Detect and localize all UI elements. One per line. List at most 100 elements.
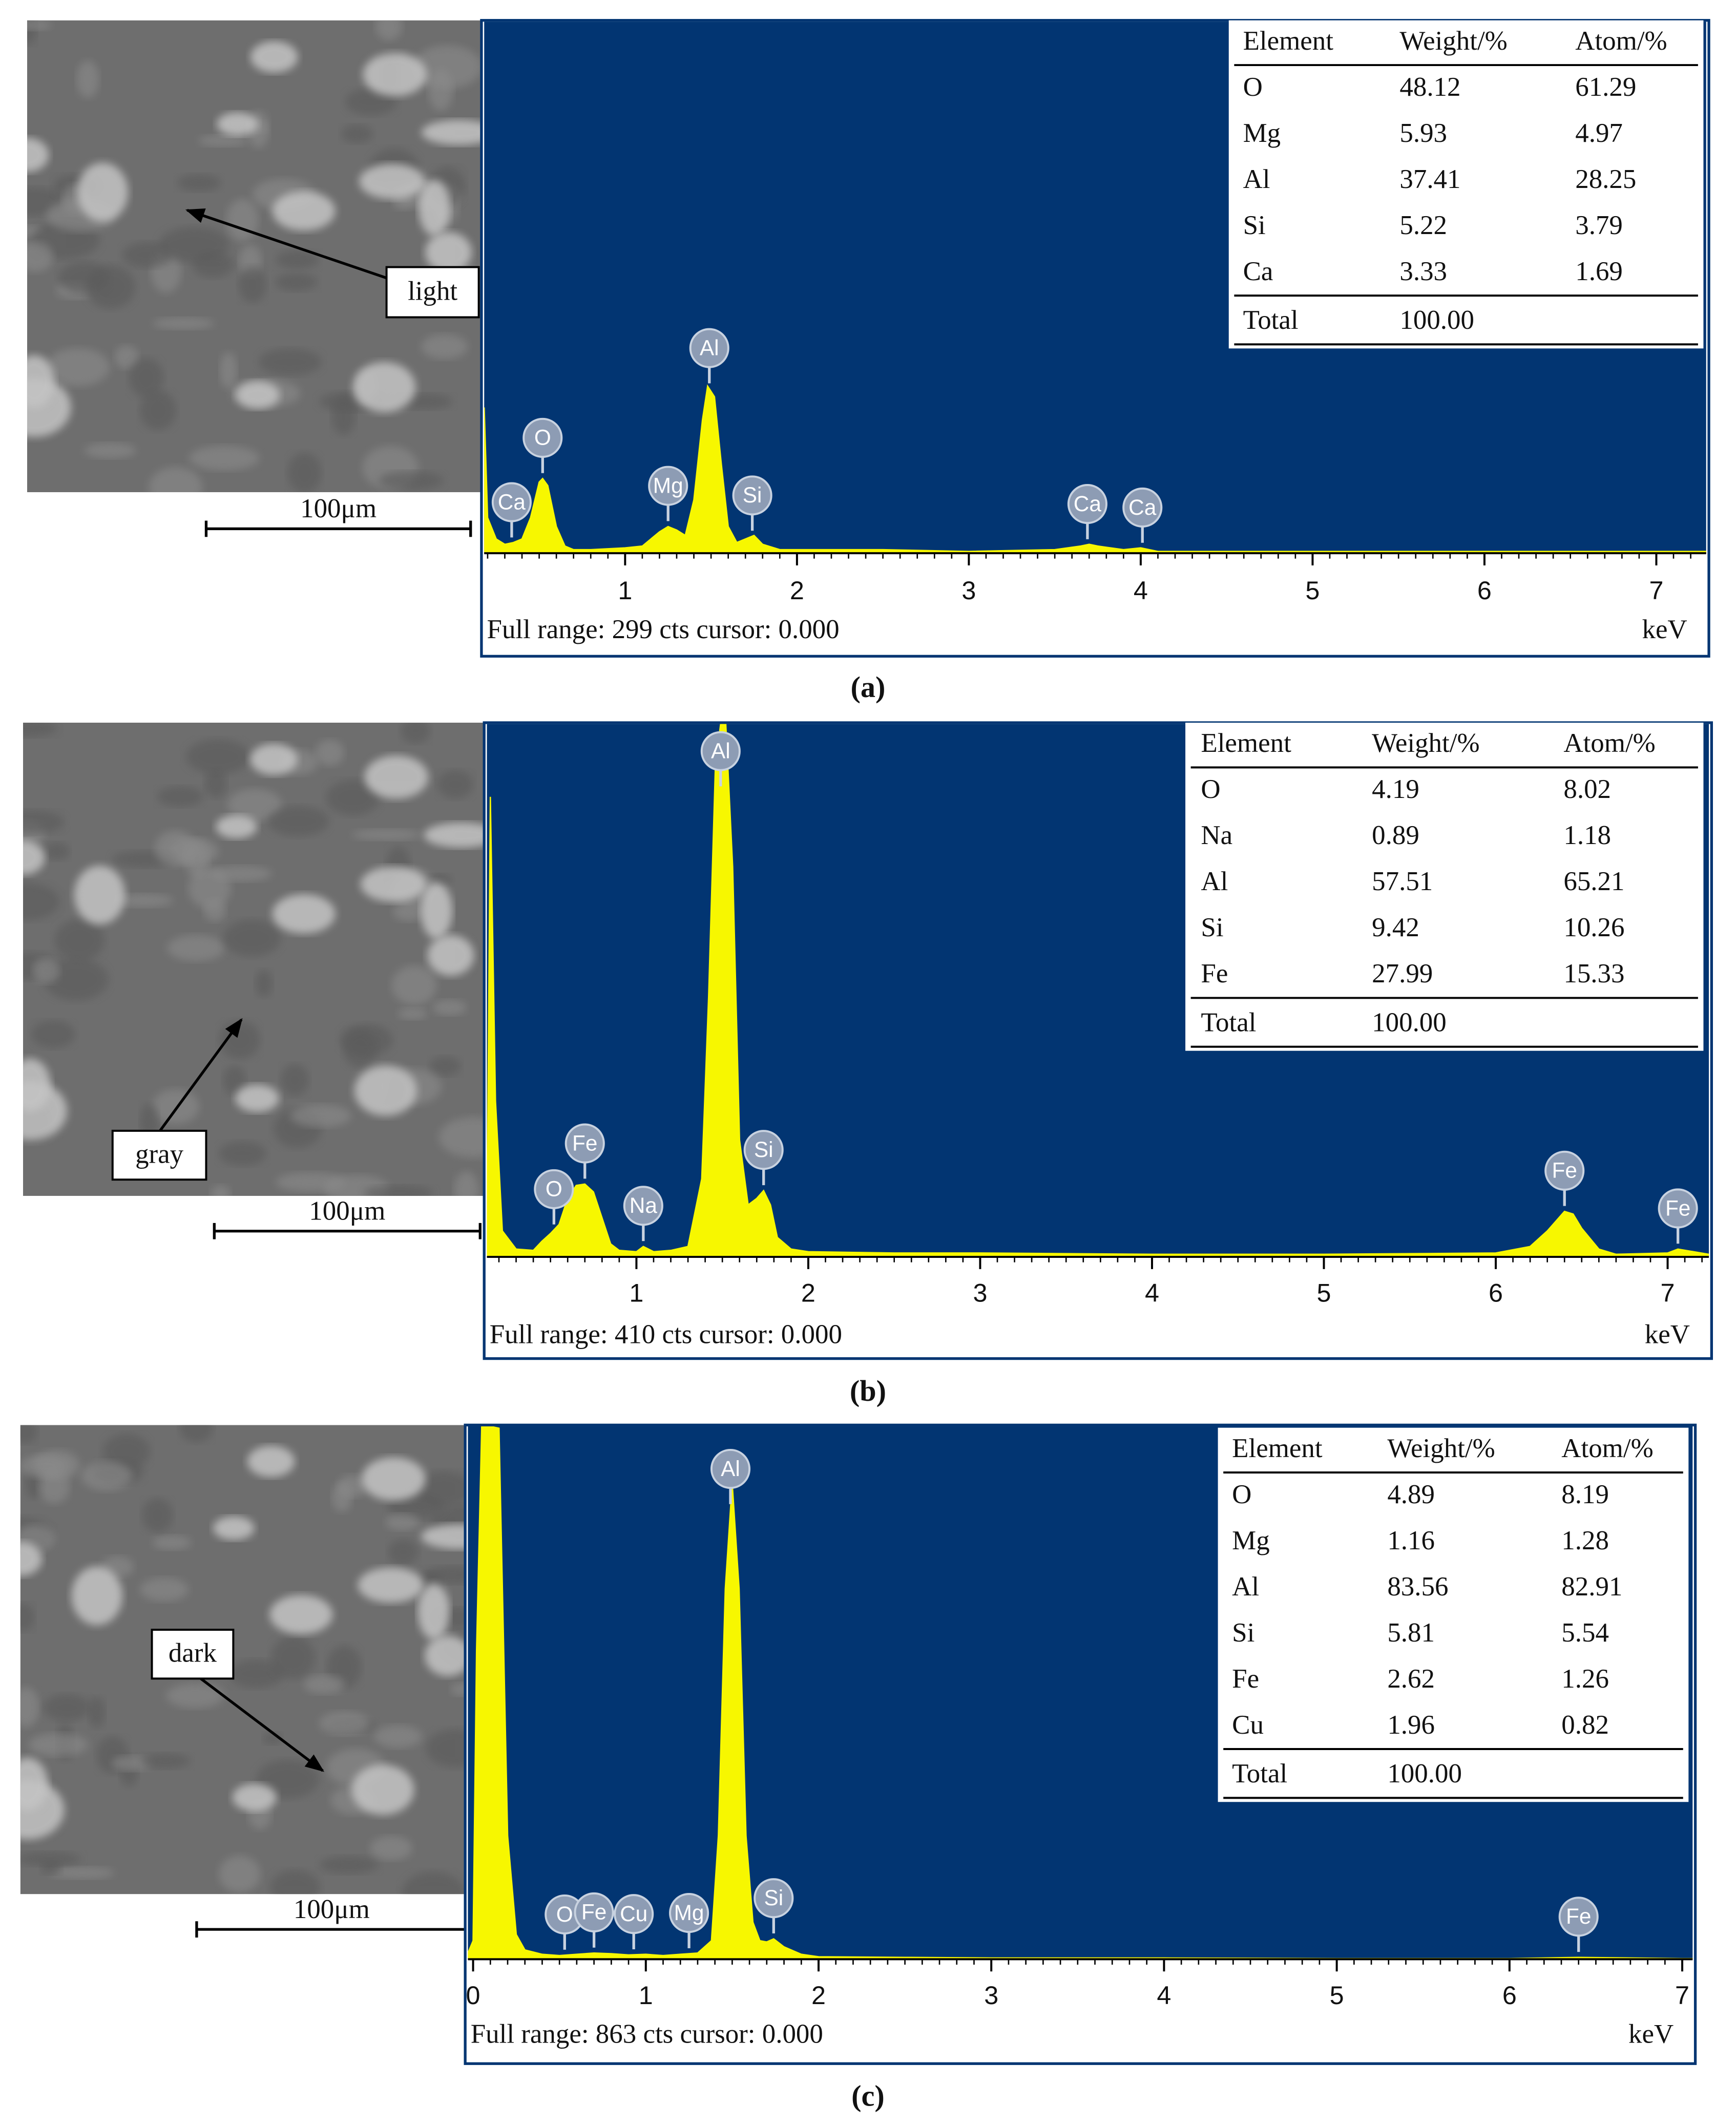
panel-caption: (b) <box>850 1374 886 1407</box>
peak-label: Ca <box>1128 495 1157 519</box>
table-cell: O <box>1232 1480 1251 1509</box>
table-cell: Fe <box>1201 959 1228 988</box>
texture <box>142 1498 173 1532</box>
table-cell: 82.91 <box>1561 1572 1622 1602</box>
texture <box>219 1141 266 1166</box>
texture <box>20 1851 81 1866</box>
particle <box>213 1516 255 1540</box>
texture <box>345 88 397 116</box>
peak-label: Fe <box>1552 1159 1577 1183</box>
spectrum-footer: Full range: 863 cts cursor: 0.000 <box>471 2019 823 2049</box>
peak-marker <box>534 1169 574 1209</box>
table-cell: 2.62 <box>1387 1664 1435 1694</box>
peak-marker <box>564 1123 605 1164</box>
table-cell: 28.25 <box>1575 164 1636 194</box>
texture <box>276 1172 346 1192</box>
texture <box>177 174 221 192</box>
particle <box>23 1058 51 1111</box>
texture <box>140 1753 191 1769</box>
callout-label: gray <box>135 1139 184 1169</box>
panel-caption: (a) <box>851 670 886 704</box>
table-total: 100.00 <box>1372 1008 1447 1038</box>
particle <box>359 163 425 199</box>
x-tick-label: 0 <box>466 1981 480 2010</box>
callout-box <box>111 1129 207 1181</box>
table-cell: 15.33 <box>1563 959 1624 988</box>
texture <box>258 348 322 376</box>
table-cell: 5.81 <box>1387 1618 1435 1648</box>
texture <box>432 999 467 1016</box>
x-tick-label: 6 <box>1477 576 1492 605</box>
panel: 100μm dark 0 1 2 3 4 5 6 7 Full range: 863 cts cur… <box>20 1423 1697 2112</box>
texture <box>23 883 60 920</box>
table-cell: 5.54 <box>1561 1618 1609 1648</box>
table-cell: 37.41 <box>1399 164 1460 194</box>
peak-marker <box>623 1186 663 1226</box>
peak-label: Mg <box>653 473 683 497</box>
texture <box>337 1475 367 1498</box>
particle <box>27 138 49 172</box>
table-cell: Si <box>1243 211 1266 240</box>
table-cell: 65.21 <box>1563 867 1624 896</box>
x-tick-label: 4 <box>1157 1981 1171 2010</box>
x-tick-label: 5 <box>1305 576 1320 605</box>
texture <box>43 1694 91 1721</box>
table-cell: 1.96 <box>1387 1710 1435 1740</box>
table-header: Atom/% <box>1563 728 1655 758</box>
peak-marker <box>732 475 772 516</box>
peak-label: O <box>534 426 551 450</box>
x-tick-label: 3 <box>984 1981 998 2010</box>
scale-bar-label: 100μm <box>300 494 377 523</box>
peak-label: Fe <box>1665 1196 1690 1220</box>
particle <box>427 935 474 976</box>
texture <box>255 970 273 997</box>
texture <box>401 723 430 744</box>
texture <box>20 1425 37 1444</box>
texture <box>375 20 403 41</box>
texture <box>114 345 139 369</box>
peak-marker <box>522 417 563 458</box>
texture <box>256 1760 320 1799</box>
table-cell: Ca <box>1243 257 1273 286</box>
texture <box>398 1007 428 1020</box>
texture <box>149 467 203 492</box>
peak-label: Al <box>711 739 730 763</box>
particle <box>421 882 453 939</box>
texture <box>454 1171 479 1196</box>
particle <box>425 1635 472 1676</box>
table-cell: 5.22 <box>1399 211 1447 240</box>
particle <box>250 744 298 775</box>
texture <box>374 1725 422 1748</box>
texture <box>421 334 468 359</box>
spectrum <box>484 384 1706 554</box>
texture <box>402 1871 465 1895</box>
table-total: Total <box>1232 1759 1287 1788</box>
peak-marker <box>669 1893 709 1933</box>
particle <box>272 894 336 934</box>
peak-label: Al <box>700 335 719 360</box>
particle <box>74 866 126 924</box>
particle <box>272 191 336 231</box>
texture <box>20 1687 39 1728</box>
x-tick-label: 6 <box>1502 1981 1517 2010</box>
texture <box>331 395 356 435</box>
peak-label: Ca <box>498 490 526 514</box>
texture <box>239 266 267 303</box>
table-cell: 4.19 <box>1372 774 1419 804</box>
callout-arrow <box>200 1677 325 1772</box>
texture <box>45 842 70 860</box>
texture <box>159 227 229 263</box>
texture <box>315 740 344 766</box>
particle <box>20 1542 42 1576</box>
texture <box>140 390 176 430</box>
table-total: 100.00 <box>1399 305 1474 335</box>
texture <box>430 1056 461 1076</box>
particle <box>236 381 280 409</box>
peak-label: O <box>546 1177 562 1201</box>
x-tick-label: 4 <box>1145 1278 1159 1307</box>
callout-label: dark <box>169 1638 217 1668</box>
texture <box>280 1064 309 1096</box>
peak-label: Na <box>630 1193 658 1217</box>
x-tick-label: 4 <box>1134 576 1148 605</box>
texture <box>165 1683 225 1708</box>
